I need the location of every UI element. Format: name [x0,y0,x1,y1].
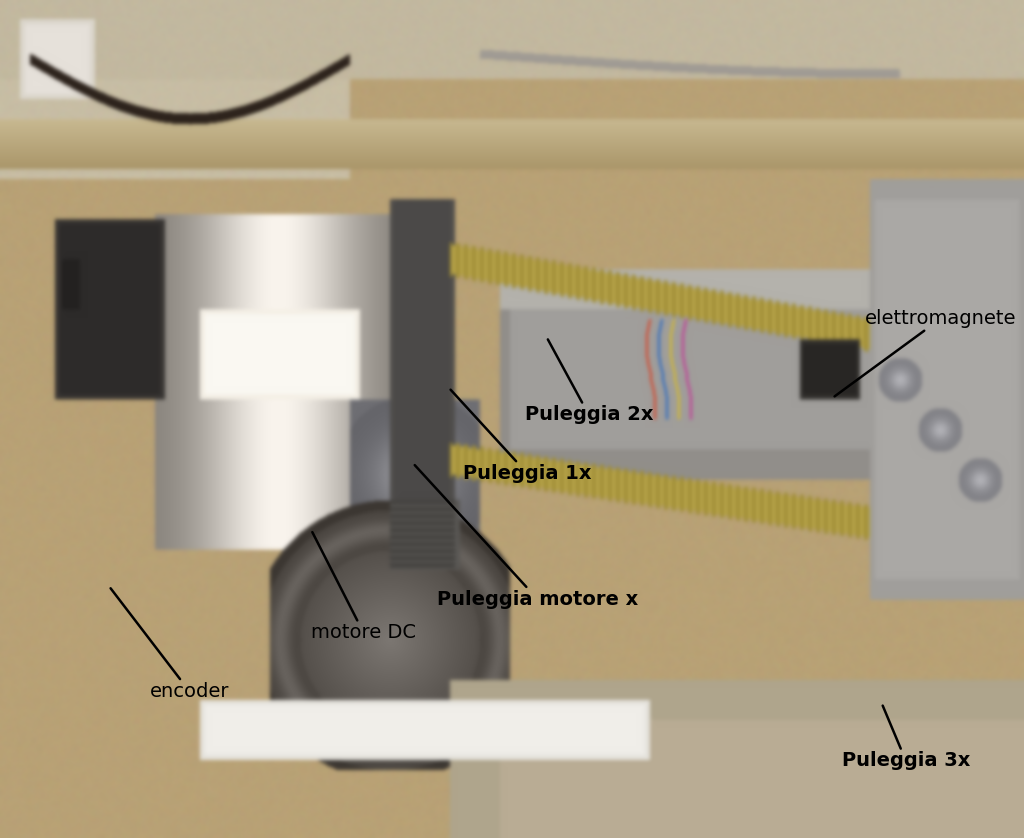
Text: encoder: encoder [111,588,229,701]
Text: Puleggia motore x: Puleggia motore x [415,465,638,608]
Text: Puleggia 2x: Puleggia 2x [524,339,653,424]
Text: Puleggia 3x: Puleggia 3x [842,706,970,770]
Text: motore DC: motore DC [311,532,416,642]
Text: Puleggia 1x: Puleggia 1x [451,390,592,483]
Text: elettromagnete: elettromagnete [835,309,1017,396]
